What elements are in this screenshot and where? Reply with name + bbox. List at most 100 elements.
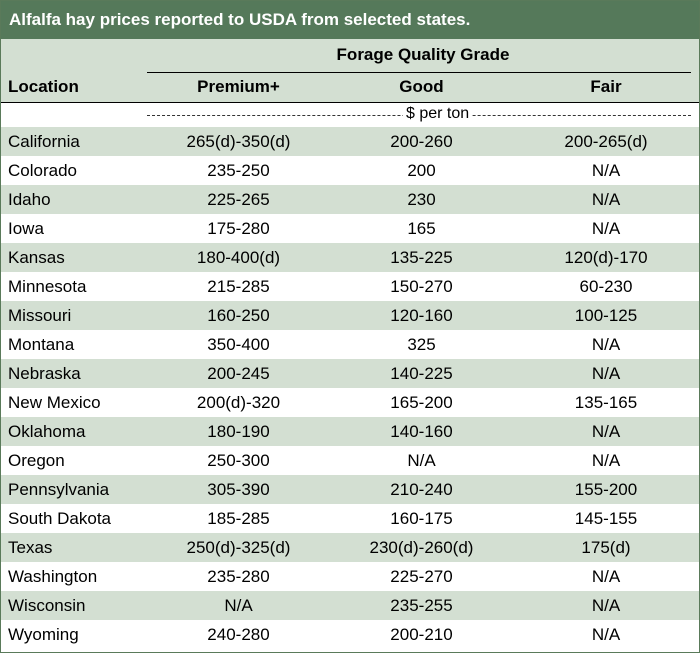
location-cell: Nebraska — [8, 363, 81, 383]
column-header-good: Good — [399, 77, 444, 96]
premium-cell: 240-280 — [207, 624, 270, 644]
premium-cell: 175-280 — [207, 218, 270, 238]
table-row: Oklahoma 180-190 140-160 N/A — [1, 417, 699, 446]
premium-cell: 180-190 — [207, 421, 270, 441]
good-cell: 150-270 — [390, 276, 453, 296]
table-row: South Dakota 185-285 160-175 145-155 — [1, 504, 699, 533]
location-cell: Washington — [8, 566, 98, 586]
table-row: Washington 235-280 225-270 N/A — [1, 562, 699, 591]
fair-cell: 200-265(d) — [564, 131, 648, 151]
premium-cell: 350-400 — [207, 334, 270, 354]
fair-cell: 145-155 — [574, 508, 638, 528]
table-header: Forage Quality Grade Location Premium+ G… — [1, 39, 699, 103]
fair-cell: N/A — [591, 160, 621, 180]
good-cell: 200-210 — [390, 624, 453, 644]
premium-cell: 200(d)-320 — [196, 392, 281, 412]
location-cell: Kansas — [8, 247, 65, 267]
fair-cell: 60-230 — [579, 276, 633, 296]
location-cell: Iowa — [8, 218, 44, 238]
table-row: Wyoming 240-280 200-210 N/A — [1, 620, 699, 649]
fair-cell: 175(d) — [581, 537, 631, 557]
fair-cell: N/A — [591, 189, 621, 209]
table-row: Kansas 180-400(d) 135-225 120(d)-170 — [1, 243, 699, 272]
table-row: Nebraska 200-245 140-225 N/A — [1, 359, 699, 388]
good-cell: 140-225 — [390, 363, 453, 383]
table-row: California 265(d)-350(d) 200-260 200-265(d) — [1, 127, 699, 156]
fair-cell: N/A — [591, 624, 621, 644]
table-row: Iowa 175-280 165 N/A — [1, 214, 699, 243]
column-header-location: Location — [8, 77, 79, 96]
table-row: New Mexico 200(d)-320 165-200 135-165 — [1, 388, 699, 417]
location-cell: South Dakota — [8, 508, 112, 528]
fair-cell: 155-200 — [574, 479, 638, 499]
good-cell: N/A — [407, 450, 436, 470]
fair-cell: N/A — [591, 334, 621, 354]
location-cell: Oklahoma — [8, 421, 86, 441]
good-cell: 325 — [407, 334, 436, 354]
good-cell: 165-200 — [390, 392, 453, 412]
location-cell: New Mexico — [8, 392, 101, 412]
good-cell: 160-175 — [390, 508, 453, 528]
column-header-fair: Fair — [590, 77, 622, 96]
location-cell: Texas — [8, 537, 53, 557]
good-cell: 140-160 — [390, 421, 453, 441]
location-cell: Wisconsin — [8, 595, 86, 615]
location-cell: Colorado — [8, 160, 77, 180]
premium-cell: 215-285 — [207, 276, 270, 296]
location-cell: Montana — [8, 334, 75, 354]
good-cell: 200 — [407, 160, 436, 180]
table-body: California 265(d)-350(d) 200-260 200-265(d)… — [1, 127, 699, 649]
location-cell: Idaho — [8, 189, 51, 209]
good-cell: 225-270 — [390, 566, 453, 586]
unit-label: $ per ton — [403, 105, 473, 123]
fair-cell: N/A — [591, 566, 621, 586]
premium-cell: N/A — [224, 595, 253, 615]
fair-cell: N/A — [591, 450, 621, 470]
table-row: Texas 250(d)-325(d) 230(d)-260(d) 175(d) — [1, 533, 699, 562]
fair-cell: N/A — [591, 421, 621, 441]
table-row: Pennsylvania 305-390 210-240 155-200 — [1, 475, 699, 504]
table-row: Idaho 225-265 230 N/A — [1, 185, 699, 214]
premium-cell: 305-390 — [207, 479, 270, 499]
good-cell: 230(d)-260(d) — [369, 537, 474, 557]
premium-cell: 225-265 — [207, 189, 270, 209]
group-header-rule — [147, 72, 691, 73]
good-cell: 210-240 — [390, 479, 453, 499]
table-row: Minnesota 215-285 150-270 60-230 — [1, 272, 699, 301]
good-cell: 200-260 — [390, 131, 453, 151]
premium-cell: 265(d)-350(d) — [186, 131, 291, 151]
premium-cell: 235-280 — [207, 566, 270, 586]
premium-cell: 160-250 — [207, 305, 270, 325]
header-rule — [1, 102, 699, 103]
table-row: Wisconsin N/A 235-255 N/A — [1, 591, 699, 620]
location-cell: Minnesota — [8, 276, 87, 296]
table-row: Oregon 250-300 N/A N/A — [1, 446, 699, 475]
location-cell: Oregon — [8, 450, 65, 470]
table-row: Colorado 235-250 200 N/A — [1, 156, 699, 185]
premium-cell: 180-400(d) — [196, 247, 281, 267]
fair-cell: 135-165 — [574, 392, 638, 412]
location-cell: Missouri — [8, 305, 72, 325]
premium-cell: 250-300 — [207, 450, 270, 470]
premium-cell: 250(d)-325(d) — [186, 537, 291, 557]
table-row: Missouri 160-250 120-160 100-125 — [1, 301, 699, 330]
good-cell: 230 — [407, 189, 436, 209]
group-header-forage-quality: Forage Quality Grade — [336, 45, 510, 64]
fair-cell: 120(d)-170 — [564, 247, 648, 267]
location-cell: California — [8, 131, 80, 151]
table-row: Montana 350-400 325 N/A — [1, 330, 699, 359]
good-cell: 165 — [407, 218, 436, 238]
premium-cell: 200-245 — [207, 363, 270, 383]
fair-cell: N/A — [591, 363, 621, 383]
premium-cell: 185-285 — [207, 508, 270, 528]
fair-cell: N/A — [591, 595, 621, 615]
column-header-premium: Premium+ — [197, 77, 280, 96]
location-cell: Pennsylvania — [8, 479, 110, 499]
fair-cell: N/A — [591, 218, 621, 238]
premium-cell: 235-250 — [207, 160, 270, 180]
good-cell: 120-160 — [390, 305, 453, 325]
good-cell: 235-255 — [390, 595, 453, 615]
fair-cell: 100-125 — [574, 305, 638, 325]
unit-row: $ per ton — [1, 103, 699, 127]
